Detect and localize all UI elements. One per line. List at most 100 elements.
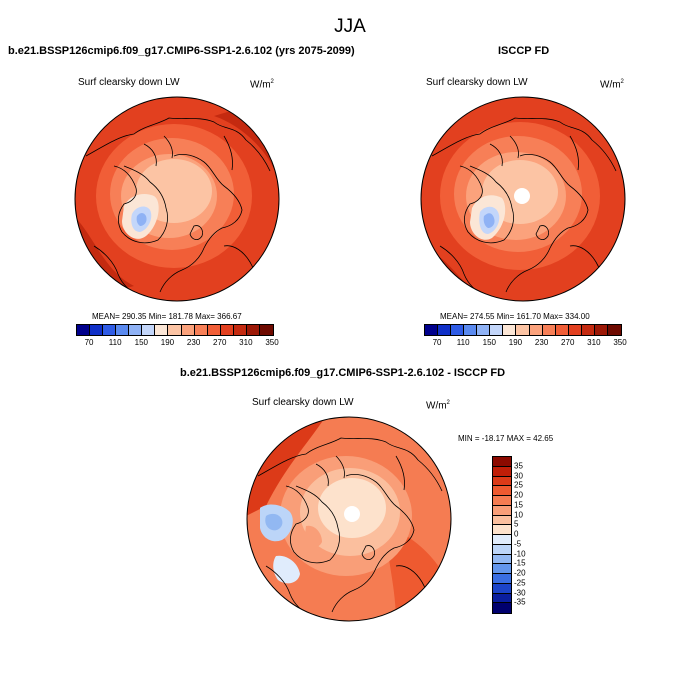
colorbar-swatch (155, 325, 169, 335)
panel-1-title: b.e21.BSSP126cmip6.f09_g17.CMIP6-SSP1-2.… (8, 45, 355, 57)
colorbar-tick-label: 30 (514, 471, 523, 480)
season-title: JJA (334, 16, 366, 37)
colorbar-swatch (493, 535, 511, 545)
colorbar-swatch (103, 325, 117, 335)
colorbar-swatch (90, 325, 104, 335)
panel-1-polar-map (74, 96, 280, 302)
colorbar-swatch (438, 325, 452, 335)
panel-1-units: W/m2 (250, 79, 274, 91)
colorbar-swatch (607, 325, 621, 335)
colorbar-swatch (493, 544, 511, 555)
colorbar-swatch (116, 325, 130, 335)
panel-2-field-greenland-3 (483, 213, 495, 228)
colorbar-tick-label: -30 (514, 588, 526, 597)
panel-3-units: W/m2 (426, 400, 450, 412)
colorbar-tick-label: 70 (84, 338, 94, 347)
colorbar-tick-label: 190 (160, 338, 175, 347)
colorbar-swatch (233, 325, 247, 335)
colorbar-swatch (181, 325, 195, 335)
colorbar-swatch (503, 325, 517, 335)
panel-3-field-pole-gap (344, 506, 360, 522)
colorbar-swatch (493, 554, 511, 565)
colorbar-tick-label: 110 (108, 338, 122, 347)
panel-1-colorbar-ticks: 70 110 150 190 230 270 310 350 (76, 338, 279, 348)
colorbar-tick-label: -25 (514, 578, 526, 588)
colorbar-swatch (259, 325, 273, 335)
colorbar-swatch (142, 325, 156, 335)
panel-3-colorbar-ticks: 35 30 25 20 15 10 5 0 -5 -10 -15 -20 -25 -30 -35 (514, 456, 544, 612)
panel-2-colorbar-ticks: 70 110 150 190 230 270 310 350 (424, 338, 627, 348)
colorbar-swatch (568, 325, 582, 335)
panel-1-variable: Surf clearsky down LW (78, 77, 180, 88)
colorbar-swatch (77, 325, 91, 335)
panel-3-field-greenland (304, 525, 322, 548)
panel-3-coastlines (257, 437, 443, 617)
panel-2-field-pole-gap (514, 188, 530, 204)
colorbar-tick-label: 70 (432, 338, 442, 347)
colorbar-tick-label: 350 (265, 338, 279, 347)
colorbar-swatch (246, 325, 260, 335)
colorbar-swatch (490, 325, 504, 335)
panel-2-units: W/m2 (600, 79, 624, 91)
colorbar-tick-label: 10 (514, 510, 523, 519)
colorbar-swatch (493, 486, 511, 496)
colorbar-tick-label: 270 (213, 338, 227, 347)
panel-3-variable: Surf clearsky down LW (252, 397, 354, 408)
colorbar-swatch (542, 325, 556, 335)
panel-3-field-cool-2 (265, 513, 283, 531)
panel-2-colorbar (424, 324, 622, 336)
panel-1-field-greenland-3 (136, 213, 147, 226)
colorbar-swatch (555, 325, 569, 335)
colorbar-swatch (493, 505, 511, 516)
colorbar-swatch (493, 564, 511, 574)
colorbar-tick-label: 150 (134, 338, 149, 347)
panel-2-title: ISCCP FD (498, 45, 550, 57)
colorbar-tick-label: 230 (534, 338, 549, 347)
colorbar-tick-label: 35 (514, 461, 523, 471)
colorbar-tick-label: 310 (239, 338, 253, 347)
colorbar-swatch (493, 525, 511, 535)
colorbar-swatch (493, 583, 511, 594)
colorbar-tick-label: 0 (514, 529, 519, 539)
colorbar-swatch (493, 476, 511, 487)
colorbar-swatch (168, 325, 182, 335)
colorbar-tick-label: 350 (613, 338, 627, 347)
colorbar-swatch (493, 593, 511, 604)
colorbar-tick-label: -35 (514, 597, 526, 607)
colorbar-tick-label: 190 (508, 338, 523, 347)
colorbar-swatch (516, 325, 530, 335)
colorbar-swatch (194, 325, 208, 335)
colorbar-tick-label: 15 (514, 500, 523, 510)
colorbar-swatch (493, 574, 511, 584)
colorbar-tick-label: 5 (514, 519, 519, 529)
colorbar-tick-label: -5 (514, 539, 522, 549)
colorbar-tick-label: -15 (514, 558, 526, 568)
colorbar-tick-label: 25 (514, 480, 523, 490)
panel-2-variable: Surf clearsky down LW (426, 77, 528, 88)
colorbar-swatch (493, 603, 511, 613)
colorbar-swatch (493, 515, 511, 526)
colorbar-tick-label: 20 (514, 490, 523, 500)
colorbar-tick-label: 110 (456, 338, 470, 347)
colorbar-swatch (129, 325, 143, 335)
panel-3-polar-map (246, 416, 452, 622)
panel-3-title: b.e21.BSSP126cmip6.f09_g17.CMIP6-SSP1-2.… (180, 367, 506, 379)
colorbar-swatch (581, 325, 595, 335)
panel-2-stats: MEAN= 274.55 Min= 161.70 Max= 334.00 (440, 312, 590, 321)
colorbar-tick-label: 270 (561, 338, 575, 347)
panel-2-polar-map (420, 96, 626, 302)
colorbar-swatch (493, 457, 511, 467)
panel-3-stats: MIN = -18.17 MAX = 42.65 (458, 434, 554, 443)
panel-3-field-cool-3 (273, 555, 300, 584)
colorbar-swatch (425, 325, 439, 335)
panel-1-stats: MEAN= 290.35 Min= 181.78 Max= 366.67 (92, 312, 242, 321)
colorbar-tick-label: -10 (514, 549, 526, 558)
colorbar-swatch (451, 325, 465, 335)
colorbar-swatch (493, 496, 511, 506)
colorbar-tick-label: -20 (514, 568, 526, 578)
colorbar-swatch (477, 325, 491, 335)
colorbar-swatch (594, 325, 608, 335)
colorbar-swatch (493, 466, 511, 477)
colorbar-swatch (207, 325, 221, 335)
panel-3-colorbar (492, 456, 512, 614)
